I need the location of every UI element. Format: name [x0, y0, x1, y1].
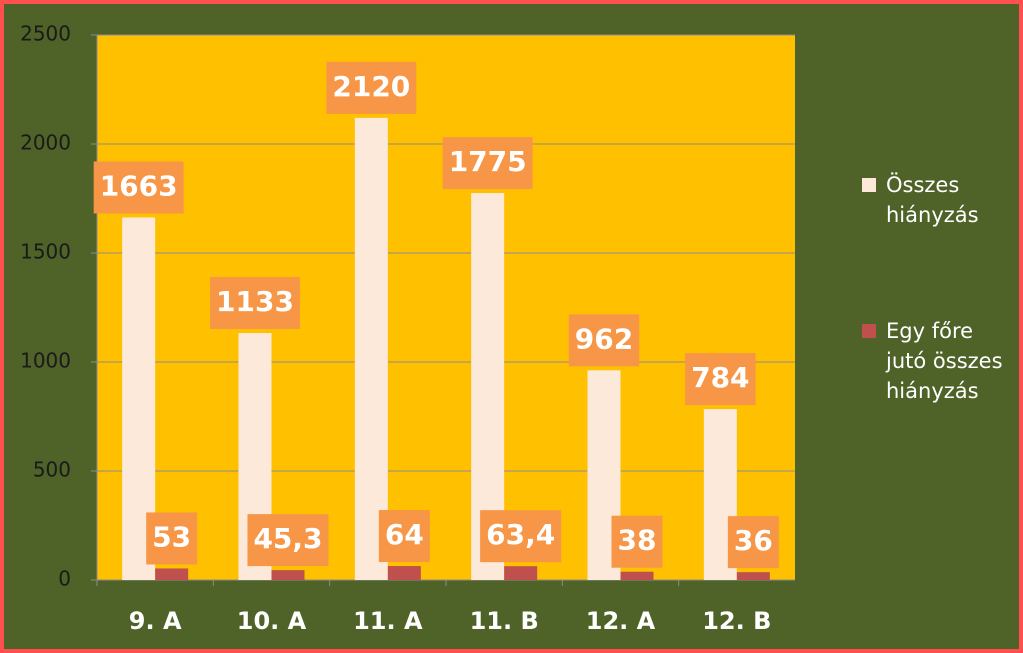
data-label-box — [378, 510, 430, 563]
data-label: 962 — [568, 314, 640, 367]
y-tick-label: 500 — [33, 458, 71, 482]
data-label-box — [685, 353, 756, 406]
x-tick-label: 10. A — [237, 607, 307, 635]
x-tick-label: 11. A — [353, 607, 423, 635]
bar — [354, 117, 388, 580]
x-tick-label: 12. A — [586, 607, 656, 635]
data-label-text: 1663 — [100, 169, 178, 202]
legend-label: Egy főre jutó összes hiányzás — [886, 319, 1003, 403]
legend-item: Egy főre jutó összes hiányzás — [862, 316, 1006, 406]
data-label-text: 53 — [152, 520, 191, 553]
data-label-box — [210, 277, 300, 330]
data-label: 1133 — [210, 277, 300, 330]
data-label-box — [442, 137, 533, 190]
bar — [620, 571, 654, 580]
data-label-box — [326, 61, 417, 114]
data-label: 2120 — [326, 61, 417, 114]
data-label-text: 45,3 — [253, 522, 322, 555]
data-label-box — [247, 514, 329, 567]
data-label-box — [93, 161, 184, 214]
data-label-box — [727, 516, 779, 569]
bar — [504, 566, 538, 580]
y-tick-label: 2000 — [20, 131, 71, 155]
x-tick-label: 12. B — [702, 607, 771, 635]
data-label-text: 962 — [575, 322, 633, 355]
data-label-text: 1775 — [449, 145, 527, 178]
x-tick-label: 11. B — [470, 607, 539, 635]
legend-swatch — [862, 178, 876, 192]
legend-label: Összes hiányzás — [886, 173, 979, 227]
bar — [387, 566, 421, 580]
bar — [271, 570, 305, 580]
data-label-text: 36 — [734, 524, 773, 557]
data-label: 64 — [378, 510, 430, 563]
y-tick-label: 1500 — [20, 240, 71, 264]
data-label-text: 38 — [618, 524, 657, 557]
plot-area — [97, 35, 795, 580]
data-label-text: 64 — [385, 518, 424, 551]
bar — [736, 572, 770, 580]
data-label: 784 — [685, 353, 756, 406]
data-label-text: 2120 — [332, 70, 410, 103]
data-label: 36 — [727, 516, 779, 569]
data-label: 1663 — [93, 161, 184, 214]
data-label: 53 — [146, 512, 198, 565]
data-label-box — [568, 314, 640, 367]
data-label: 1775 — [442, 137, 533, 190]
legend-item: Összes hiányzás — [862, 170, 1006, 230]
data-label-text: 784 — [691, 361, 749, 394]
data-label: 63,4 — [480, 510, 562, 563]
legend-swatch — [862, 324, 876, 338]
data-label-text: 1133 — [216, 285, 294, 318]
data-label: 45,3 — [247, 514, 329, 567]
data-label-box — [146, 512, 198, 565]
y-tick-label: 1000 — [20, 349, 71, 373]
data-label-box — [611, 515, 663, 568]
data-label-box — [480, 510, 562, 563]
x-tick-label: 9. A — [129, 607, 182, 635]
y-tick-label: 0 — [58, 567, 71, 591]
bar — [155, 568, 189, 580]
y-tick-label: 2500 — [20, 22, 71, 46]
data-label: 38 — [611, 515, 663, 568]
data-label-text: 63,4 — [486, 518, 555, 551]
